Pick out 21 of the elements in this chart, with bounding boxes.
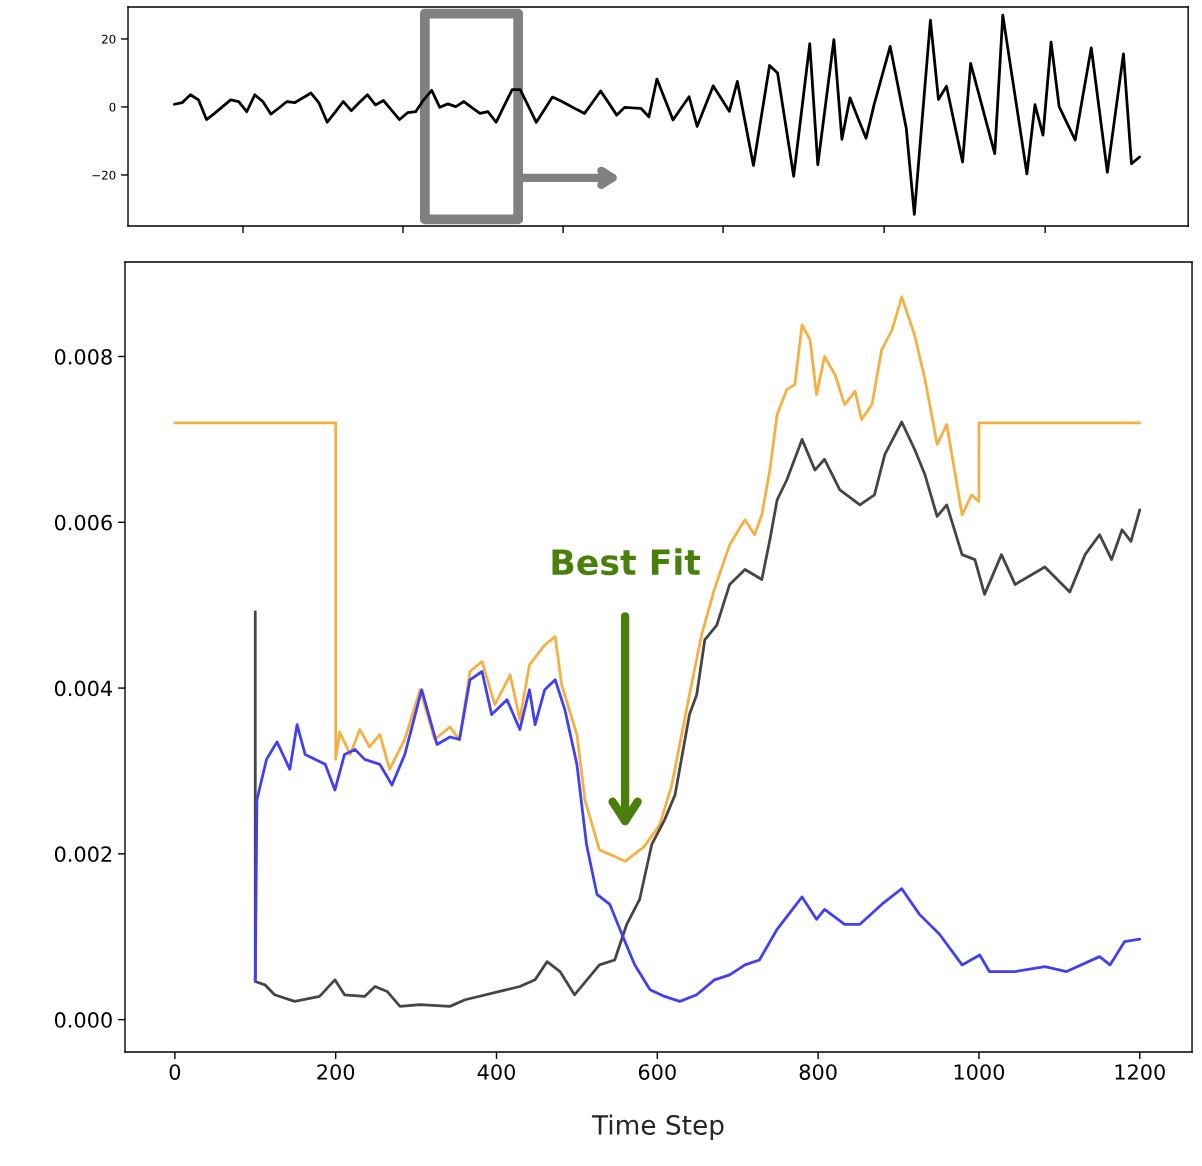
line-series <box>253 670 1142 1003</box>
line-series <box>173 295 1142 863</box>
y-tick-label: 0.008 <box>54 348 112 365</box>
x-axis-title: Time Step <box>591 1114 724 1141</box>
annotation: Best Fit <box>552 548 701 576</box>
x-tick-label: 800 <box>799 1064 837 1080</box>
line-series <box>172 13 1141 216</box>
y-tick-label: 0.000 <box>54 1012 112 1028</box>
y-tick-label: 20 <box>102 34 116 44</box>
y-tick-label: 0.006 <box>54 514 112 531</box>
y-tick-label: 0.004 <box>54 680 113 697</box>
x-tick-label: 1000 <box>954 1064 1005 1080</box>
x-tick-label: 200 <box>317 1064 355 1080</box>
y-tick-label: −20 <box>92 170 116 180</box>
x-tick-label: 0 <box>169 1064 181 1080</box>
y-tick-label: 0.002 <box>54 846 112 863</box>
y-tick-label: 0 <box>109 102 116 112</box>
x-tick-label: 400 <box>477 1064 515 1080</box>
x-tick-label: 600 <box>638 1064 676 1080</box>
x-tick-label: 1200 <box>1115 1064 1165 1080</box>
line-series <box>253 420 1142 1008</box>
